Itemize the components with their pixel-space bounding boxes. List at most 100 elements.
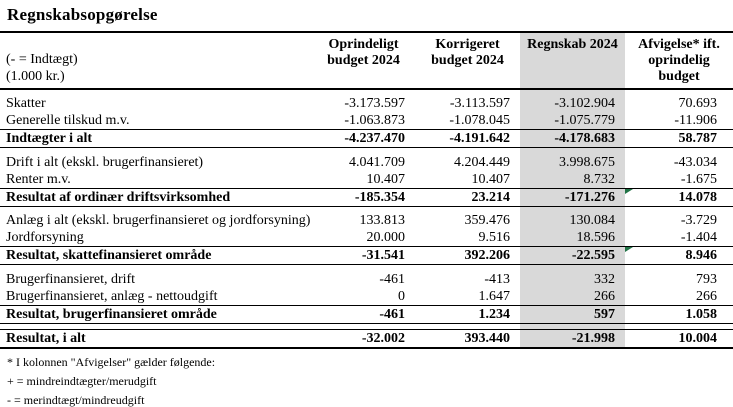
column-header-accounts: Regnskab 2024: [520, 33, 625, 90]
cell-value: 359.476: [464, 213, 511, 228]
cell-value: 20.000: [366, 230, 406, 245]
financial-statement-table: (- = Indtægt) (1.000 kr.) Oprindeligt bu…: [0, 33, 733, 349]
row-label: Anlæg i alt (ekskl. brugerfinansieret og…: [6, 213, 311, 228]
cell-value: 4.204.449: [454, 154, 510, 170]
unit-note: (- = Indtægt) (1.000 kr.): [0, 33, 312, 90]
cell-value: 332: [520, 270, 625, 288]
table-row: Jordforsyning 20.000 9.516 18.596 -1.404: [0, 229, 733, 247]
row-label: Generelle tilskud m.v.: [6, 113, 130, 128]
cell-value: 133.813: [359, 213, 406, 228]
cell-value: -4.191.642: [415, 129, 520, 148]
cell-value: 392.206: [415, 246, 520, 265]
cell-value: 23.214: [415, 187, 520, 207]
cell-value: -461: [379, 271, 405, 287]
row-label: Renter m.v.: [6, 171, 71, 187]
header-row: (- = Indtægt) (1.000 kr.) Oprindeligt bu…: [0, 33, 733, 90]
row-label: Resultat af ordinær driftsvirksomhed: [0, 187, 312, 207]
cell-value: 266: [696, 288, 717, 304]
cell-value: 4.041.709: [349, 154, 405, 170]
cell-value: -1.078.045: [449, 113, 510, 128]
column-header-deviation: Afvigelse* ift. oprindelig budget: [625, 33, 733, 90]
unit-note-line2: (1.000 kr.): [6, 69, 65, 84]
cell-value: -1.404: [680, 230, 717, 245]
cell-value: 393.440: [415, 328, 520, 349]
cell-value: -1.075.779: [520, 112, 625, 130]
cell-value: 0: [398, 288, 405, 304]
cell-value: 18.596: [520, 229, 625, 247]
cell-value: -43.034: [673, 154, 717, 170]
cell-value: -3.173.597: [344, 96, 405, 111]
cell-value: 14.078: [625, 187, 733, 207]
cell-value: -185.354: [312, 187, 415, 207]
cell-value: 58.787: [625, 129, 733, 148]
cell-value: -22.595: [520, 246, 625, 265]
cell-value: 266: [520, 287, 625, 305]
cell-value: -1.675: [680, 171, 717, 187]
page-title: Regnskabsopgørelse: [7, 5, 158, 24]
row-label: Jordforsyning: [6, 230, 84, 245]
table-row: Resultat, i alt -32.002 393.440 -21.998 10.0…: [0, 328, 733, 349]
cell-value: 793: [696, 271, 717, 287]
cell-value: 8.946: [625, 246, 733, 265]
row-label: Resultat, i alt: [0, 328, 312, 349]
cell-value: 9.516: [478, 230, 511, 245]
table-row: Renter m.v. 10.407 10.407 8.732 -1.675: [0, 170, 733, 188]
row-label: Resultat, brugerfinansieret område: [0, 304, 312, 324]
cell-value: -4.178.683: [520, 129, 625, 148]
cell-value: 70.693: [678, 96, 718, 111]
section-gap: [0, 323, 733, 329]
footnote-line: - = merindtægt/mindreudgift: [7, 392, 145, 407]
row-label: Resultat, skattefinansieret område: [0, 246, 312, 265]
cell-value: 3.998.675: [520, 153, 625, 171]
table-row: Brugerfinansieret, anlæg - nettoudgift 0 1…: [0, 287, 733, 305]
row-label: Skatter: [6, 96, 46, 111]
cell-value: -171.276: [520, 187, 625, 207]
section-gap: [0, 264, 733, 271]
cell-value: 1.234: [415, 304, 520, 324]
cell-value: -461: [312, 304, 415, 324]
cell-value: -4.237.470: [312, 129, 415, 148]
row-label: Brugerfinansieret, drift: [6, 271, 136, 287]
cell-value: 8.732: [520, 170, 625, 188]
footnotes: * I kolonnen "Afvigelser" gælder følgend…: [0, 349, 733, 406]
cell-value: -3.102.904: [520, 95, 625, 112]
comment-flag-icon: [625, 247, 633, 252]
cell-value: -3.113.597: [449, 96, 510, 111]
table-row: Skatter -3.173.597 -3.113.597 -3.102.904 70.…: [0, 95, 733, 112]
cell-value: -1.063.873: [344, 113, 405, 128]
table-row: Brugerfinansieret, drift -461 -413 332 793: [0, 270, 733, 288]
cell-value: 10.407: [471, 171, 511, 187]
table-header: (- = Indtægt) (1.000 kr.) Oprindeligt bu…: [0, 33, 733, 90]
footnote-line: + = mindreindtægter/merudgift: [7, 373, 157, 388]
table-row: Drift i alt (ekskl. brugerfinansieret) 4.…: [0, 153, 733, 171]
row-label: Indtægter i alt: [0, 129, 312, 148]
column-header-corrected-budget: Korrigeret budget 2024: [415, 33, 520, 90]
table-body: Skatter -3.173.597 -3.113.597 -3.102.904 70.…: [0, 89, 733, 349]
cell-value: -32.002: [312, 328, 415, 349]
cell-value: 597: [520, 304, 625, 324]
cell-value: -413: [484, 271, 510, 287]
footnote-line: * I kolonnen "Afvigelser" gælder følgend…: [7, 354, 216, 369]
section-gap: [0, 89, 733, 95]
table-row: Indtægter i alt -4.237.470 -4.191.642 -4.17…: [0, 129, 733, 148]
cell-value: -31.541: [312, 246, 415, 265]
unit-note-line1: (- = Indtægt): [6, 52, 78, 67]
table-row: Resultat, brugerfinansieret område -461 1.…: [0, 304, 733, 324]
cell-value: 10.004: [625, 328, 733, 349]
cell-value: 10.407: [366, 171, 406, 187]
cell-value: -11.906: [674, 113, 717, 128]
cell-value: -21.998: [520, 328, 625, 349]
section-gap: [0, 147, 733, 154]
cell-value: 1.647: [478, 288, 511, 304]
column-header-original-budget: Oprindeligt budget 2024: [312, 33, 415, 90]
table-row: Anlæg i alt (ekskl. brugerfinansieret og…: [0, 212, 733, 229]
title-block: Regnskabsopgørelse: [0, 0, 733, 33]
cell-value: 130.084: [520, 212, 625, 229]
row-label: Brugerfinansieret, anlæg - nettoudgift: [6, 288, 218, 304]
table-row: Resultat, skattefinansieret område -31.54…: [0, 246, 733, 265]
cell-value: -3.729: [680, 213, 717, 228]
table-row: Generelle tilskud m.v. -1.063.873 -1.078.0…: [0, 112, 733, 130]
row-label: Drift i alt (ekskl. brugerfinansieret): [6, 154, 204, 170]
cell-value: 1.058: [625, 304, 733, 324]
